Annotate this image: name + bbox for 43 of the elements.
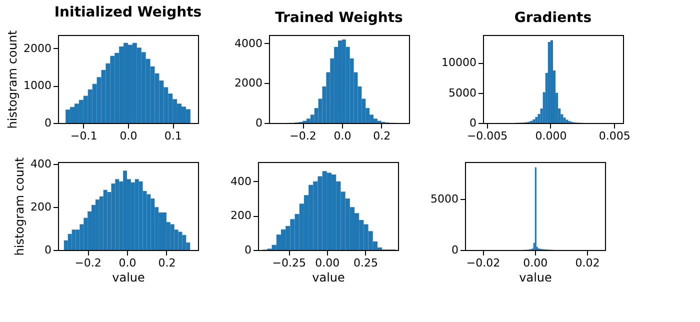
x-tick-label: 0.2 xyxy=(158,256,176,270)
x-tick-label: 0.00 xyxy=(315,256,340,270)
y-tick-label: 400 xyxy=(230,174,252,188)
y-tick-label: 0 xyxy=(44,244,52,256)
x-tick-label: −0.02 xyxy=(466,256,500,270)
x-tick-label: 0.0 xyxy=(334,130,352,142)
x-axis-title: value xyxy=(519,270,552,284)
x-tick-label: 0.2 xyxy=(373,130,391,142)
y-tick-label: 0 xyxy=(256,116,262,130)
x-tick-label: 0.0 xyxy=(120,130,138,142)
y-tick-label: 0 xyxy=(470,116,476,130)
x-tick-label: 0.25 xyxy=(353,256,378,270)
x-tick-label: −0.005 xyxy=(466,130,508,142)
x-tick-label: −0.2 xyxy=(74,256,102,270)
x-tick-label: 0.005 xyxy=(598,130,630,142)
x-axis-title: value xyxy=(112,270,145,284)
y-axis-title: histogram count xyxy=(6,30,20,129)
chart-title: Initialized Weights xyxy=(54,4,202,21)
y-tick-label: 400 xyxy=(30,158,52,171)
x-tick-label: 0.000 xyxy=(535,130,567,142)
y-tick-label: 10000 xyxy=(442,56,476,70)
y-tick-label: 2000 xyxy=(24,42,52,55)
x-tick-label: 0.0 xyxy=(118,256,136,270)
y-tick-label: 200 xyxy=(230,209,252,222)
chart-title: Gradients xyxy=(514,10,592,26)
x-tick-label: 0.02 xyxy=(575,256,600,270)
x-tick-label: −0.2 xyxy=(290,130,316,142)
y-tick-label: 4000 xyxy=(234,36,262,50)
y-tick-label: 200 xyxy=(30,200,52,214)
y-tick-label: 2000 xyxy=(234,76,262,90)
x-axis-title: value xyxy=(312,270,345,284)
y-tick-label: 5000 xyxy=(448,86,476,100)
y-tick-label: 1000 xyxy=(24,79,52,92)
y-tick-label: 0 xyxy=(44,116,52,130)
x-tick-label: −0.1 xyxy=(70,130,98,142)
y-axis-title: histogram count xyxy=(12,156,27,256)
x-tick-label: −0.25 xyxy=(272,256,306,270)
chart-title: Trained Weights xyxy=(275,10,403,26)
y-tick-label: 5000 xyxy=(430,192,458,206)
y-tick-label: 0 xyxy=(452,244,458,256)
x-tick-label: 0.00 xyxy=(523,256,548,270)
x-tick-label: 0.1 xyxy=(164,130,182,142)
y-tick-label: 0 xyxy=(244,244,252,256)
